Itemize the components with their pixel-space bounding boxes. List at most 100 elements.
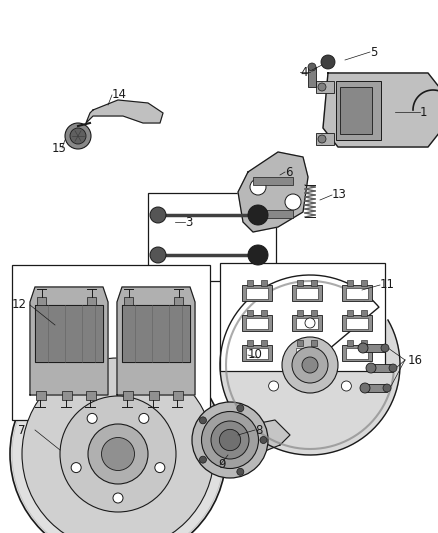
Circle shape [60, 396, 176, 512]
Bar [246, 318, 268, 329]
Bar [297, 280, 303, 286]
Bar [361, 310, 367, 316]
Bar [242, 285, 272, 301]
Polygon shape [122, 305, 190, 362]
Circle shape [70, 128, 86, 144]
Polygon shape [117, 287, 195, 395]
Text: 6: 6 [285, 166, 293, 179]
Bar [242, 345, 272, 361]
Polygon shape [30, 287, 108, 395]
Bar [371, 364, 393, 372]
Bar [261, 280, 267, 286]
Bar [253, 177, 293, 185]
Bar [342, 345, 372, 361]
Bar [347, 310, 353, 316]
Circle shape [389, 364, 397, 372]
Bar [311, 280, 317, 286]
Bar [342, 285, 372, 301]
Bar [316, 133, 334, 145]
Bar [347, 340, 353, 346]
Bar [363, 344, 385, 352]
Bar [296, 288, 318, 299]
Text: 9: 9 [218, 458, 226, 472]
Bar [346, 288, 368, 299]
Bar [247, 340, 253, 346]
Polygon shape [238, 152, 308, 232]
Text: 15: 15 [52, 141, 67, 155]
Circle shape [285, 194, 301, 210]
Text: 1: 1 [420, 106, 427, 118]
Circle shape [139, 414, 149, 423]
Bar [87, 297, 96, 305]
Circle shape [150, 247, 166, 263]
Text: 14: 14 [112, 88, 127, 101]
Polygon shape [220, 275, 400, 455]
Circle shape [292, 347, 328, 383]
Circle shape [318, 83, 326, 91]
Bar [12, 265, 210, 420]
Text: 7: 7 [18, 424, 25, 437]
Circle shape [358, 343, 368, 353]
Bar [242, 315, 272, 331]
Bar [246, 288, 268, 299]
Circle shape [219, 430, 240, 450]
Bar [220, 263, 385, 371]
Circle shape [113, 493, 123, 503]
Circle shape [260, 437, 267, 443]
Circle shape [211, 421, 249, 459]
Bar [347, 280, 353, 286]
Polygon shape [323, 73, 438, 147]
Polygon shape [86, 100, 163, 123]
Bar [296, 318, 318, 329]
Circle shape [282, 337, 338, 393]
Text: 11: 11 [380, 279, 395, 292]
Circle shape [88, 424, 148, 484]
Bar [311, 340, 317, 346]
Bar [86, 391, 96, 400]
Circle shape [366, 363, 376, 373]
Bar [297, 310, 303, 316]
Circle shape [237, 405, 244, 411]
Bar [361, 340, 367, 346]
Circle shape [302, 357, 318, 373]
Bar [253, 210, 293, 218]
Circle shape [341, 381, 351, 391]
Bar [149, 391, 159, 400]
Bar [247, 310, 253, 316]
Bar [340, 87, 372, 134]
Bar [346, 348, 368, 359]
Circle shape [150, 207, 166, 223]
Circle shape [65, 123, 91, 149]
Polygon shape [35, 305, 103, 362]
Bar [173, 391, 183, 400]
Circle shape [318, 135, 326, 143]
Text: 8: 8 [255, 424, 262, 437]
Bar [247, 280, 253, 286]
Text: 4: 4 [300, 66, 307, 78]
Circle shape [383, 384, 391, 392]
Circle shape [22, 358, 214, 533]
Circle shape [10, 346, 226, 533]
Text: 10: 10 [248, 349, 263, 361]
Circle shape [248, 205, 268, 225]
Text: 16: 16 [408, 353, 423, 367]
Bar [297, 340, 303, 346]
Circle shape [308, 63, 316, 71]
Circle shape [201, 411, 258, 469]
Bar [261, 340, 267, 346]
Circle shape [305, 318, 315, 328]
Bar [342, 315, 372, 331]
Circle shape [237, 469, 244, 475]
Circle shape [248, 245, 268, 265]
Circle shape [192, 402, 268, 478]
Circle shape [360, 383, 370, 393]
Bar [292, 315, 322, 331]
Bar [361, 280, 367, 286]
Circle shape [381, 344, 389, 352]
Bar [246, 348, 268, 359]
Circle shape [155, 463, 165, 473]
Bar [123, 391, 133, 400]
Text: 3: 3 [185, 215, 192, 229]
Bar [336, 81, 381, 140]
Bar [316, 81, 334, 93]
